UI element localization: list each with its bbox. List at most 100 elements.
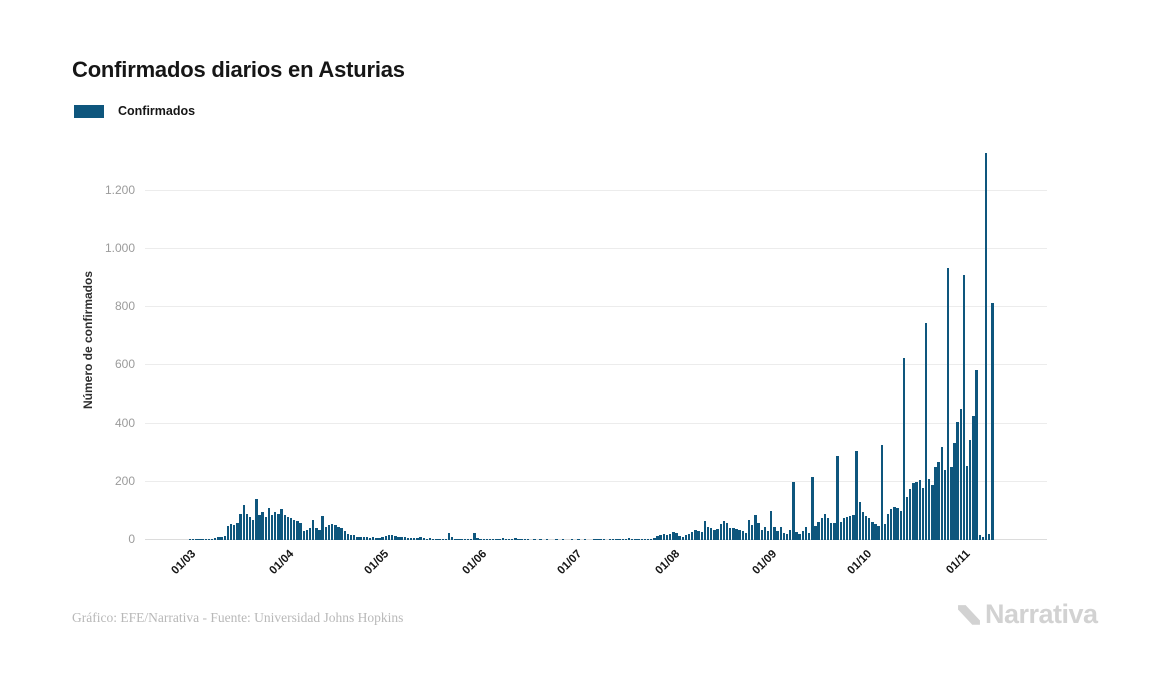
gridline xyxy=(145,248,1047,250)
bar xyxy=(438,538,441,540)
bar xyxy=(479,538,482,540)
bar xyxy=(214,537,217,540)
bar xyxy=(956,422,959,540)
bar xyxy=(650,539,653,540)
bar xyxy=(687,533,691,540)
bar xyxy=(517,539,520,540)
bar xyxy=(637,539,640,540)
bar xyxy=(912,483,915,540)
bar xyxy=(533,539,536,540)
bar xyxy=(921,487,925,540)
bar xyxy=(981,536,985,540)
bar xyxy=(675,533,678,540)
plot-area xyxy=(145,140,1047,540)
bar xyxy=(346,534,350,540)
gridline xyxy=(145,306,1047,308)
bar xyxy=(814,526,817,540)
bar xyxy=(488,538,492,540)
bar xyxy=(255,499,258,540)
bar xyxy=(299,523,302,540)
bar xyxy=(362,536,365,540)
bar xyxy=(267,508,271,540)
bar xyxy=(545,539,549,540)
bar xyxy=(435,538,438,540)
bar xyxy=(248,517,252,540)
bar xyxy=(571,539,574,540)
bar xyxy=(719,524,722,540)
bar xyxy=(842,517,846,540)
bar xyxy=(943,470,947,540)
bar xyxy=(432,538,435,540)
bar xyxy=(924,323,928,540)
narrativa-logo-icon xyxy=(958,604,980,625)
bar xyxy=(239,514,242,540)
bar xyxy=(754,514,757,540)
bar xyxy=(229,524,233,540)
bar xyxy=(283,515,286,540)
bar xyxy=(662,534,666,540)
bar xyxy=(852,514,855,540)
y-axis-title: Número de confirmados xyxy=(81,270,95,410)
bar xyxy=(397,536,400,540)
bar xyxy=(795,531,798,540)
bar xyxy=(871,521,874,540)
source-credit: Gráfico: EFE/Narrativa - Fuente: Univers… xyxy=(72,610,404,625)
bar xyxy=(406,537,410,540)
bar xyxy=(498,538,501,540)
bar xyxy=(627,537,631,540)
bar xyxy=(492,539,495,540)
bar xyxy=(416,537,419,540)
y-tick-label: 1.200 xyxy=(104,182,135,197)
bar xyxy=(315,528,318,540)
y-tick-label: 400 xyxy=(114,415,135,430)
chart-title: Confirmados diarios en Asturias xyxy=(72,56,405,82)
bar xyxy=(706,526,710,540)
bar xyxy=(457,539,460,540)
bar xyxy=(251,519,255,540)
bar xyxy=(618,539,621,540)
bar xyxy=(555,539,558,540)
bar xyxy=(940,446,944,540)
bar xyxy=(826,518,830,540)
bar xyxy=(890,509,893,540)
bar xyxy=(776,531,779,540)
bar xyxy=(984,153,988,540)
bar xyxy=(245,513,249,540)
bar xyxy=(621,538,624,540)
bar xyxy=(631,538,634,540)
bar xyxy=(450,537,454,540)
x-tick-label: 01/09 xyxy=(750,548,780,577)
bar xyxy=(482,539,485,540)
bar xyxy=(672,531,675,540)
bar xyxy=(312,519,315,540)
bar xyxy=(909,489,912,540)
bar xyxy=(928,478,931,540)
bar xyxy=(305,529,309,540)
bar xyxy=(757,523,760,540)
x-tick-label: 01/11 xyxy=(944,548,973,577)
bar xyxy=(782,532,786,540)
gridline xyxy=(145,480,1047,482)
bar xyxy=(539,539,542,540)
bar xyxy=(520,539,523,540)
bar xyxy=(640,538,643,540)
bar xyxy=(965,465,969,540)
y-tick-label: 0 xyxy=(128,532,135,546)
bar xyxy=(905,496,909,540)
bar xyxy=(469,538,473,540)
narrativa-logo: Narrativa xyxy=(956,599,1098,630)
bar xyxy=(473,532,476,540)
bar xyxy=(849,516,852,540)
bar xyxy=(615,539,618,540)
bar xyxy=(684,534,688,540)
bar xyxy=(403,537,406,540)
bar xyxy=(356,536,359,540)
bar xyxy=(691,531,694,540)
bar xyxy=(950,467,953,540)
bar xyxy=(270,515,274,540)
bar xyxy=(867,517,871,540)
bar xyxy=(495,539,498,540)
bar xyxy=(201,539,204,540)
bar xyxy=(697,531,700,540)
